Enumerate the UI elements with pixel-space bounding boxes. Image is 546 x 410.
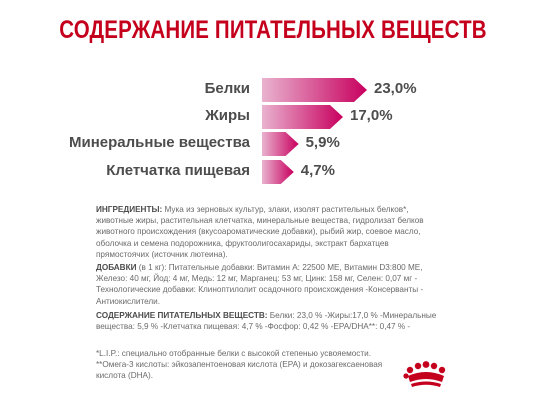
footnote-2: **Омега-3 кислоты: эйкозапентоеновая кис…	[96, 360, 383, 370]
bar-category-label: Минеральные вещества	[69, 134, 250, 151]
nutrients-line-2: вещества: 5,9 % -Клетчатка пищевая: 4,7 …	[96, 322, 411, 332]
ingredients-label: ИНГРЕДИЕНТЫ:	[96, 205, 163, 214]
bar-value-label: 4,7%	[300, 162, 335, 179]
additives-line-3: Технологические добавки: Клиноптилолит о…	[96, 285, 424, 295]
additives-line-1: Питательные добавки: Витамин А: 22500 МЕ…	[168, 263, 423, 272]
additives-line-4: Антиокислители.	[96, 296, 161, 306]
bar	[262, 78, 367, 102]
ingredients-line-5: прямостоячих (источник лютеина).	[96, 249, 228, 259]
bar-value-label: 23,0%	[374, 80, 417, 97]
bar-row: Клетчатка пищевая 4,7%	[0, 160, 546, 184]
bar-row: Минеральные вещества 5,9%	[0, 132, 546, 156]
bar-row: Жиры 17,0%	[0, 105, 546, 129]
bar	[262, 105, 343, 129]
nutrient-chart: Белки 23,0% Жиры 17,0% Минеральные вещества 5…	[0, 0, 546, 200]
ingredients-line-3: животного происхождения (вкусоароматичес…	[96, 227, 421, 237]
bar-value-label: 5,9%	[305, 134, 340, 151]
bar-category-label: Клетчатка пищевая	[106, 162, 250, 179]
ingredients-line-2: животные жиры, растительная клетчатка, м…	[96, 216, 424, 226]
nutrients-line-1: Белки: 23,0 % -Жиры:17,0 % -Минеральные	[267, 311, 437, 320]
crown-logo	[403, 361, 446, 387]
bar	[262, 132, 299, 156]
bar	[262, 160, 294, 184]
additives-block: ДОБАВКИ (в 1 кг): Питательные добавки: В…	[96, 262, 448, 307]
bar-category-label: Белки	[204, 80, 250, 97]
footnotes-block: *L.I.P.: специально отобранные белки с в…	[96, 348, 396, 382]
ingredients-line-4: оболочка и семена подорожника, фруктооли…	[96, 238, 389, 248]
bar-row: Белки 23,0%	[0, 78, 546, 102]
nutrients-block: СОДЕРЖАНИЕ ПИТАТЕЛЬНЫХ ВЕЩЕСТВ: Белки: 2…	[96, 310, 448, 332]
bar-value-label: 17,0%	[350, 107, 393, 124]
additives-unit: (в 1 кг):	[136, 263, 167, 272]
footnote-3: кислота (DHA).	[96, 371, 153, 381]
ingredients-block: ИНГРЕДИЕНТЫ: Мука из зерновых культур, з…	[96, 204, 448, 260]
footnote-1: *L.I.P.: специально отобранные белки с в…	[96, 349, 371, 358]
bar-category-label: Жиры	[205, 107, 250, 124]
additives-line-2: Железо: 40 мг, Йод: 4 мг, Медь: 12 мг, М…	[96, 274, 418, 284]
additives-label: ДОБАВКИ	[96, 263, 137, 272]
nutrients-label: СОДЕРЖАНИЕ ПИТАТЕЛЬНЫХ ВЕЩЕСТВ:	[96, 311, 268, 320]
ingredients-line-1: Мука из зерновых культур, злаки, изолят …	[164, 205, 409, 214]
page-title: СОДЕРЖАНИЕ ПИТАТЕЛЬНЫХ ВЕЩЕСТВ	[59, 16, 487, 44]
